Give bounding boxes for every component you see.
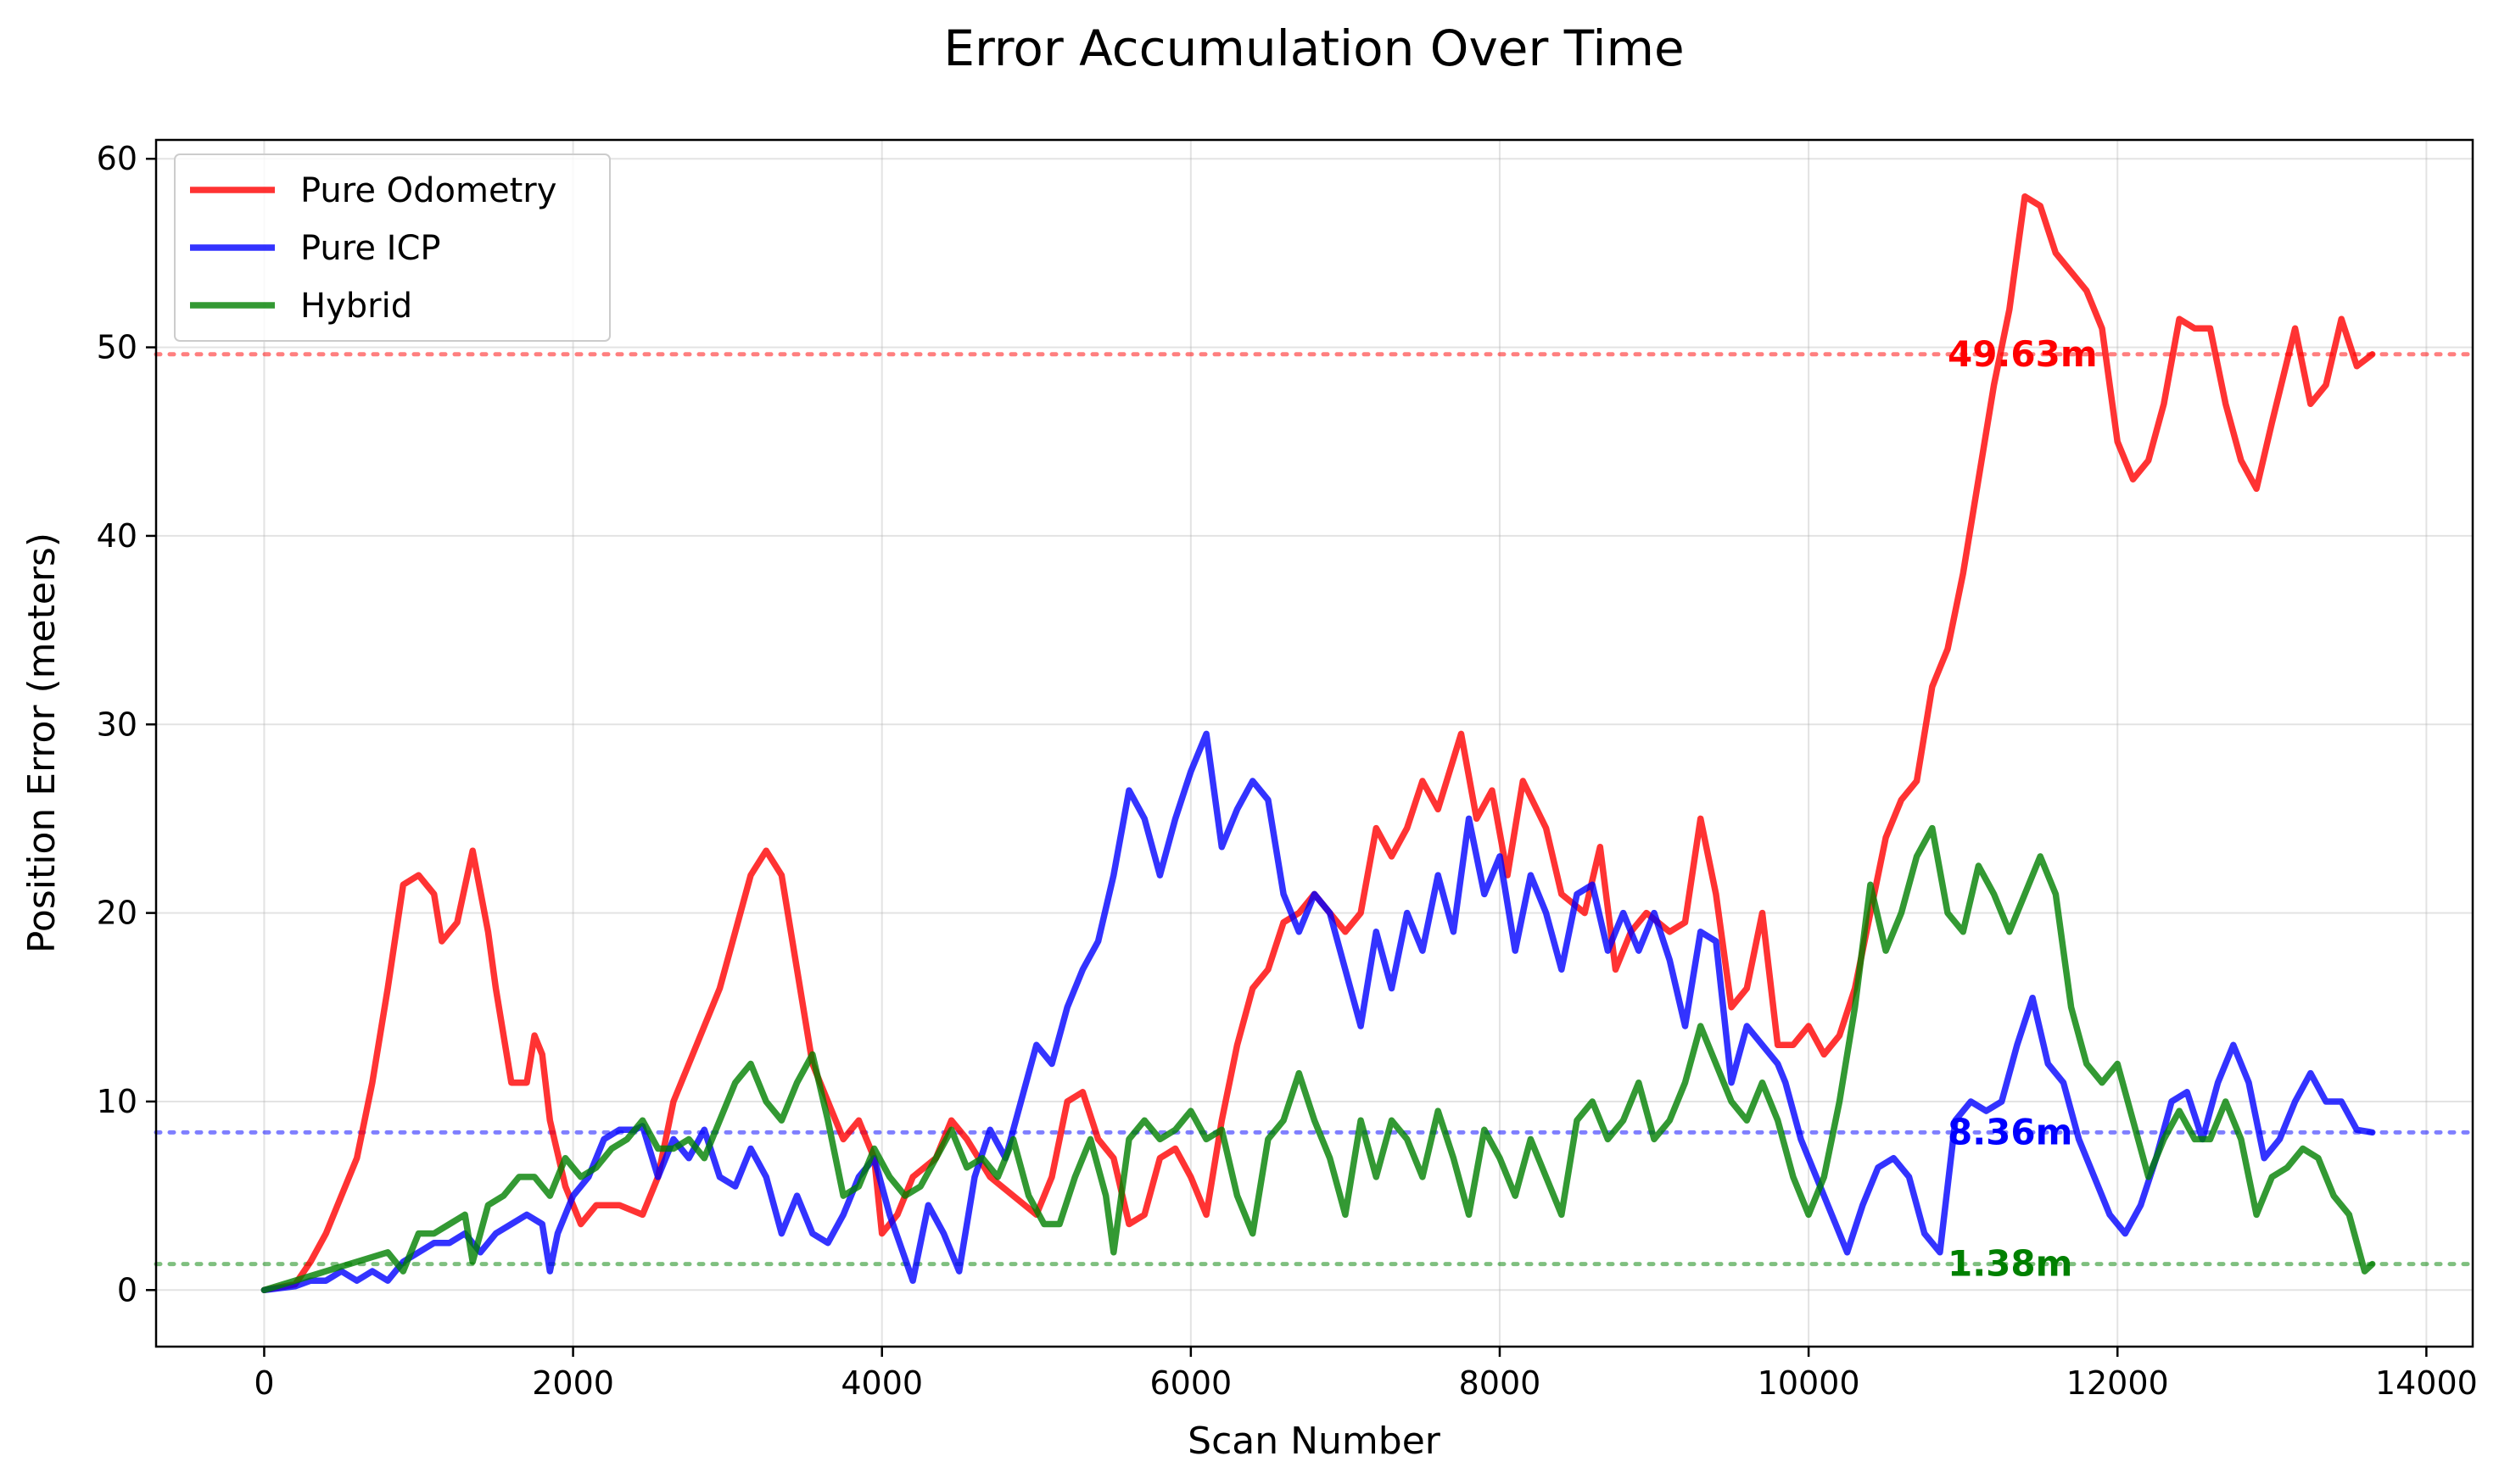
- final-value-label-pure-odometry: 49.63m: [1948, 333, 2098, 375]
- x-axis-ticks: 0 2000 4000 6000 8000 10000 12000 14000: [254, 1347, 2478, 1402]
- final-value-label-hybrid: 1.38m: [1948, 1243, 2072, 1285]
- y-tick-label: 60: [97, 140, 137, 177]
- legend-label-hybrid: Hybrid: [300, 287, 412, 326]
- series-line-pure-odometry: [260, 192, 2376, 1294]
- x-tick-label: 8000: [1459, 1364, 1541, 1402]
- x-tick-label: 4000: [841, 1364, 923, 1402]
- y-tick-label: 0: [117, 1271, 137, 1308]
- x-tick-label: 14000: [2375, 1364, 2478, 1402]
- y-tick-label: 50: [97, 329, 137, 366]
- y-tick-label: 20: [97, 895, 137, 932]
- legend-box: [174, 153, 611, 342]
- y-axis-label: Position Error (meters): [20, 533, 64, 953]
- y-tick-label: 10: [97, 1083, 137, 1120]
- y-axis-ticks: 0 10 20 30 40 50 60: [97, 140, 156, 1308]
- x-axis-label: Scan Number: [1188, 1420, 1441, 1463]
- y-tick-label: 30: [97, 706, 137, 743]
- series-lines: [260, 192, 2376, 1294]
- series-line-hybrid: [260, 824, 2376, 1294]
- legend: Pure Odometry Pure ICP Hybrid: [174, 153, 611, 342]
- legend-label-pure-icp: Pure ICP: [300, 229, 441, 268]
- x-tick-label: 0: [254, 1364, 274, 1402]
- plot-frame: [154, 138, 2474, 1348]
- x-tick-label: 6000: [1149, 1364, 1232, 1402]
- x-tick-label: 12000: [2066, 1364, 2169, 1402]
- series-line-pure-icp: [260, 730, 2376, 1294]
- chart-title: Error Accumulation Over Time: [943, 20, 1684, 77]
- final-value-labels: 49.63m 8.36m 1.38m: [1948, 333, 2098, 1285]
- y-tick-label: 40: [97, 517, 137, 555]
- x-tick-label: 2000: [532, 1364, 614, 1402]
- final-value-label-pure-icp: 8.36m: [1948, 1111, 2072, 1152]
- grid: [156, 140, 2473, 1347]
- x-tick-label: 10000: [1758, 1364, 1860, 1402]
- legend-label-pure-odometry: Pure Odometry: [300, 171, 556, 210]
- reference-lines: [154, 352, 2475, 1267]
